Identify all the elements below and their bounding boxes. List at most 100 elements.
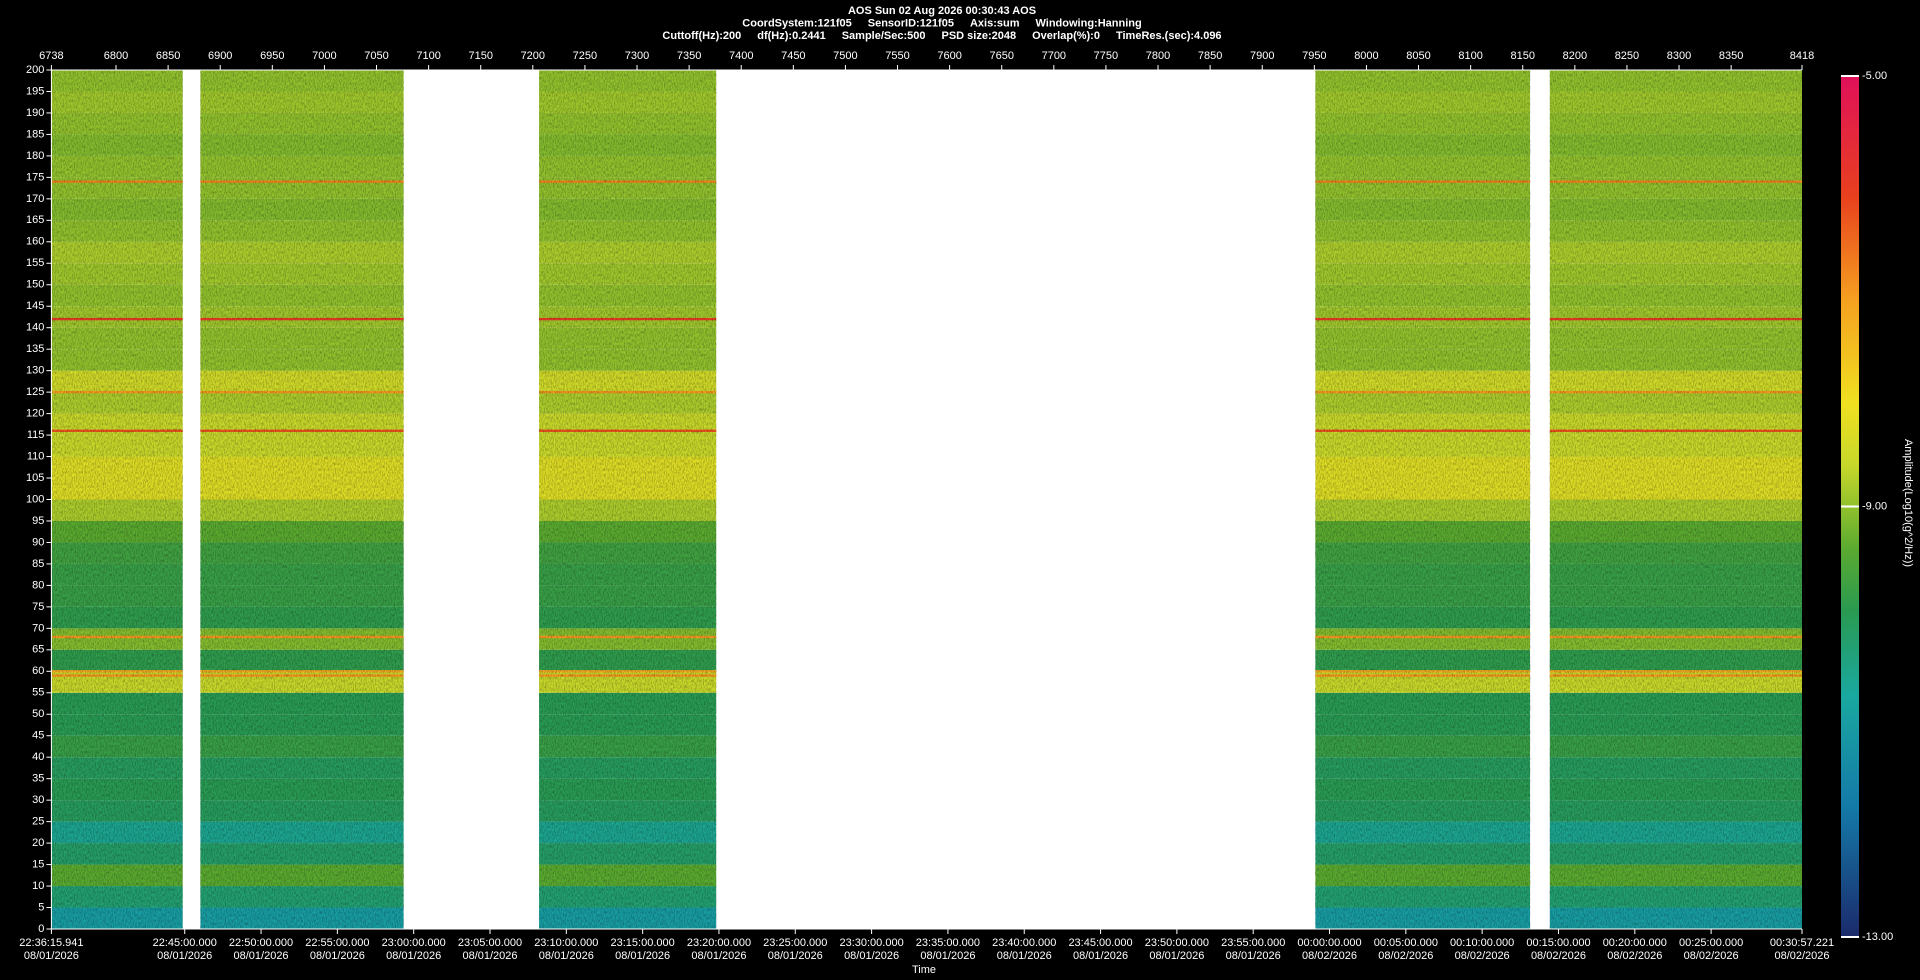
y-tick-label: 25	[32, 816, 44, 828]
colorbar-label: Amplitude(Log10(g^2/Hz))	[1902, 439, 1914, 567]
y-tick-label: 155	[26, 257, 44, 269]
header: AOS Sun 02 Aug 2026 00:30:43 AOSCoordSys…	[662, 5, 1221, 42]
header-text: TimeRes.(sec):4.096	[1116, 30, 1222, 42]
texture	[1315, 70, 1531, 929]
x-tick-label: 7750	[1094, 50, 1118, 62]
y-tick-label: 90	[32, 536, 44, 548]
time-tick-date: 08/01/2026	[615, 950, 670, 962]
time-tick-date: 08/01/2026	[844, 950, 899, 962]
x-tick-label: 7000	[312, 50, 336, 62]
time-tick-date: 08/01/2026	[1226, 950, 1281, 962]
y-tick-label: 35	[32, 773, 44, 785]
y-tick-label: 0	[38, 923, 44, 935]
x-tick-label: 8100	[1458, 50, 1482, 62]
x-tick-label: 7700	[1042, 50, 1066, 62]
y-tick-label: 85	[32, 558, 44, 570]
y-tick-label: 135	[26, 343, 44, 355]
x-tick-label: 7650	[989, 50, 1013, 62]
y-tick-label: 15	[32, 858, 44, 870]
x-tick-label: 7950	[1302, 50, 1326, 62]
x-tick-label: 7100	[416, 50, 440, 62]
header-text: AOS Sun 02 Aug 2026 00:30:43 AOS	[848, 5, 1036, 17]
x-tick-label: 7050	[364, 50, 388, 62]
x-tick-label: 8200	[1563, 50, 1587, 62]
header-text: df(Hz):0.2441	[757, 30, 825, 42]
header-text: PSD size:2048	[942, 30, 1017, 42]
colorbar-tick-label: -5.00	[1862, 70, 1887, 82]
time-tick-date: 08/02/2026	[1378, 950, 1433, 962]
time-tick-label: 22:55:00.000	[305, 937, 369, 949]
x-tick-label: 6950	[260, 50, 284, 62]
x-tick-label: 7550	[885, 50, 909, 62]
x-tick-label: 6738	[39, 50, 63, 62]
y-tick-label: 170	[26, 193, 44, 205]
x-tick-label: 7300	[625, 50, 649, 62]
time-tick-label: 00:30:57.221	[1770, 937, 1834, 949]
x-tick-label: 8350	[1719, 50, 1743, 62]
y-tick-label: 55	[32, 687, 44, 699]
time-tick-label: 23:15:00.000	[611, 937, 675, 949]
y-tick-label: 30	[32, 794, 44, 806]
y-tick-label: 5	[38, 901, 44, 913]
y-tick-label: 140	[26, 322, 44, 334]
y-tick-label: 70	[32, 622, 44, 634]
time-tick-label: 22:45:00.000	[153, 937, 217, 949]
y-tick-label: 200	[26, 64, 44, 76]
texture	[539, 70, 717, 929]
x-tick-label: 8250	[1615, 50, 1639, 62]
time-tick-date: 08/01/2026	[691, 950, 746, 962]
y-tick-label: 160	[26, 236, 44, 248]
header-text: CoordSystem:121f05	[742, 17, 851, 29]
y-tick-label: 180	[26, 150, 44, 162]
header-text: Cuttoff(Hz):200	[662, 30, 741, 42]
time-tick-label: 23:25:00.000	[763, 937, 827, 949]
y-tick-label: 150	[26, 279, 44, 291]
time-tick-date: 08/02/2026	[1607, 950, 1662, 962]
time-tick-date: 08/01/2026	[1149, 950, 1204, 962]
y-tick-label: 95	[32, 515, 44, 527]
y-tick-label: 175	[26, 171, 44, 183]
header-text: SensorID:121f05	[868, 17, 954, 29]
time-tick-label: 23:55:00.000	[1221, 937, 1285, 949]
x-tick-label: 7900	[1250, 50, 1274, 62]
x-tick-label: 7200	[521, 50, 545, 62]
time-tick-label: 23:45:00.000	[1068, 937, 1132, 949]
y-tick-label: 100	[26, 493, 44, 505]
y-tick-label: 105	[26, 472, 44, 484]
y-tick-label: 145	[26, 300, 44, 312]
texture	[1549, 70, 1802, 929]
y-tick-label: 40	[32, 751, 44, 763]
x-tick-label: 7850	[1198, 50, 1222, 62]
y-tick-label: 125	[26, 386, 44, 398]
time-tick-date: 08/01/2026	[24, 950, 79, 962]
header-text: Sample/Sec:500	[842, 30, 926, 42]
y-tick-label: 10	[32, 880, 44, 892]
time-tick-date: 08/01/2026	[539, 950, 594, 962]
time-tick-date: 08/01/2026	[234, 950, 289, 962]
time-tick-date: 08/01/2026	[462, 950, 517, 962]
x-tick-label: 8000	[1354, 50, 1378, 62]
x-tick-label: 7500	[833, 50, 857, 62]
x-tick-label: 8418	[1790, 50, 1814, 62]
time-tick-label: 00:00:00.000	[1297, 937, 1361, 949]
x-tick-label: 7450	[781, 50, 805, 62]
y-tick-label: 185	[26, 128, 44, 140]
time-tick-date: 08/01/2026	[1073, 950, 1128, 962]
time-tick-date: 08/02/2026	[1774, 950, 1829, 962]
y-tick-label: 50	[32, 708, 44, 720]
time-tick-label: 23:30:00.000	[839, 937, 903, 949]
time-tick-date: 08/02/2026	[1455, 950, 1510, 962]
y-tick-label: 45	[32, 730, 44, 742]
time-tick-label: 23:35:00.000	[916, 937, 980, 949]
time-tick-date: 08/01/2026	[386, 950, 441, 962]
x-tick-label: 8050	[1406, 50, 1430, 62]
colorbar-tick-label: -9.00	[1862, 500, 1887, 512]
x-tick-label: 7250	[573, 50, 597, 62]
x-tick-label: 7150	[468, 50, 492, 62]
y-tick-label: 190	[26, 107, 44, 119]
y-tick-label: 20	[32, 837, 44, 849]
time-tick-date: 08/01/2026	[310, 950, 365, 962]
y-tick-label: 80	[32, 579, 44, 591]
x-tick-label: 6900	[208, 50, 232, 62]
